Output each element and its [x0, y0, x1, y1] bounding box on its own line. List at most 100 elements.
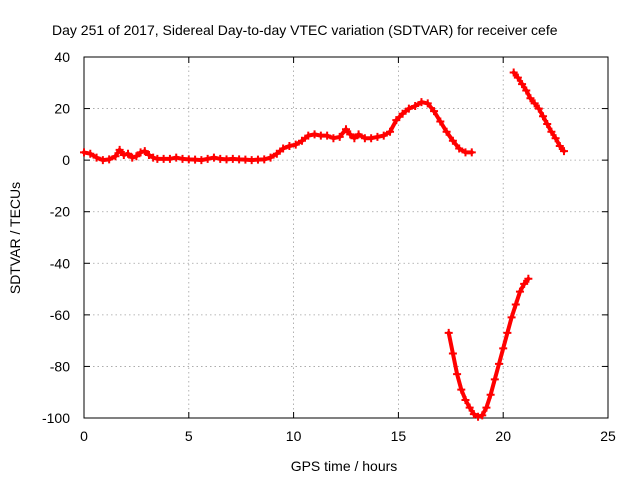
data-point [499, 344, 508, 353]
data-point [465, 403, 474, 412]
data-point [539, 112, 548, 121]
data-point [511, 300, 520, 309]
y-tick-label: -40 [50, 255, 70, 271]
data-point [367, 134, 376, 143]
data-point [448, 349, 457, 358]
data-point [518, 80, 527, 89]
grid-lines [84, 57, 608, 418]
data-point [119, 150, 128, 159]
data-point [124, 149, 133, 158]
data-point [172, 153, 181, 162]
data-point [526, 94, 535, 103]
data-point [559, 147, 568, 156]
axis-ticks: 0 5 10 15 20 25 -100 -80 -60 -40 -20 0 20 40 [42, 49, 616, 444]
data-point [453, 370, 462, 379]
data-point [272, 149, 281, 158]
data-point [411, 101, 420, 110]
data-point [543, 120, 552, 129]
data-point [350, 134, 359, 143]
data-point [469, 410, 478, 419]
x-tick-label: 15 [391, 428, 407, 444]
data-point [457, 385, 466, 394]
data-point [455, 144, 464, 153]
data-point [534, 104, 543, 113]
data-point [430, 107, 439, 116]
data-point [467, 148, 476, 157]
data-point [551, 134, 560, 143]
data-point [442, 127, 451, 136]
data-point [342, 125, 350, 134]
data-point [530, 99, 539, 108]
data-point [515, 287, 524, 296]
series-trace-2 [446, 276, 531, 419]
data-point [197, 156, 206, 165]
data-point [490, 375, 499, 384]
data-point [486, 390, 495, 399]
data-point [482, 403, 491, 412]
data-point [115, 145, 124, 154]
data-point [335, 132, 344, 141]
data-point [520, 279, 529, 288]
data-point [404, 104, 413, 113]
data-point [128, 153, 137, 162]
data-point [86, 149, 95, 158]
data-point [266, 153, 275, 162]
y-tick-label: 0 [62, 152, 70, 168]
chart-title: Day 251 of 2017, Sidereal Day-to-day VTE… [52, 22, 558, 38]
x-tick-label: 25 [600, 428, 616, 444]
data-point [386, 127, 395, 136]
data-point [373, 132, 382, 141]
data-point [522, 86, 531, 95]
data-point [260, 155, 269, 164]
data-point [285, 141, 294, 150]
data-point [398, 109, 407, 118]
data-point [474, 412, 483, 421]
data-point [105, 155, 114, 164]
data-point [209, 153, 218, 162]
data-point [444, 328, 453, 337]
data-point [509, 68, 518, 77]
data-point [323, 131, 332, 140]
data-point [140, 147, 149, 156]
data-point [111, 152, 120, 161]
data-point [291, 140, 300, 149]
data-point [297, 136, 306, 145]
data-point [478, 411, 487, 420]
x-tick-label: 20 [495, 428, 511, 444]
data-point [80, 148, 88, 157]
data-point [132, 152, 141, 161]
data-point [136, 148, 145, 157]
plot-frame [83, 56, 609, 419]
y-tick-label: -100 [42, 410, 70, 426]
y-axis-label: SDTVAR / TECUs [7, 182, 23, 294]
data-point [547, 127, 556, 136]
data-point [436, 117, 445, 126]
y-tick-label: -80 [50, 358, 70, 374]
data-point [417, 98, 426, 107]
x-tick-label: 10 [286, 428, 302, 444]
data-point [310, 130, 319, 139]
data-point [495, 359, 504, 368]
data-point [165, 154, 174, 163]
data-point [507, 313, 516, 322]
x-axis-label: GPS time / hours [291, 458, 398, 474]
y-tick-label: -60 [50, 307, 70, 323]
data-point [392, 116, 401, 125]
data-point [346, 130, 355, 139]
y-tick-label: 40 [54, 49, 70, 65]
y-tick-label: 20 [54, 101, 70, 117]
data-points [80, 68, 568, 421]
data-point [513, 73, 522, 82]
data-point [203, 154, 212, 163]
data-point [144, 150, 153, 159]
data-point [503, 328, 512, 337]
data-point [304, 131, 313, 140]
data-point [354, 130, 363, 139]
data-point [448, 136, 457, 145]
data-point [423, 99, 432, 108]
data-point [149, 153, 158, 162]
x-tick-label: 5 [185, 428, 193, 444]
data-point [329, 134, 338, 143]
data-point [379, 131, 388, 140]
